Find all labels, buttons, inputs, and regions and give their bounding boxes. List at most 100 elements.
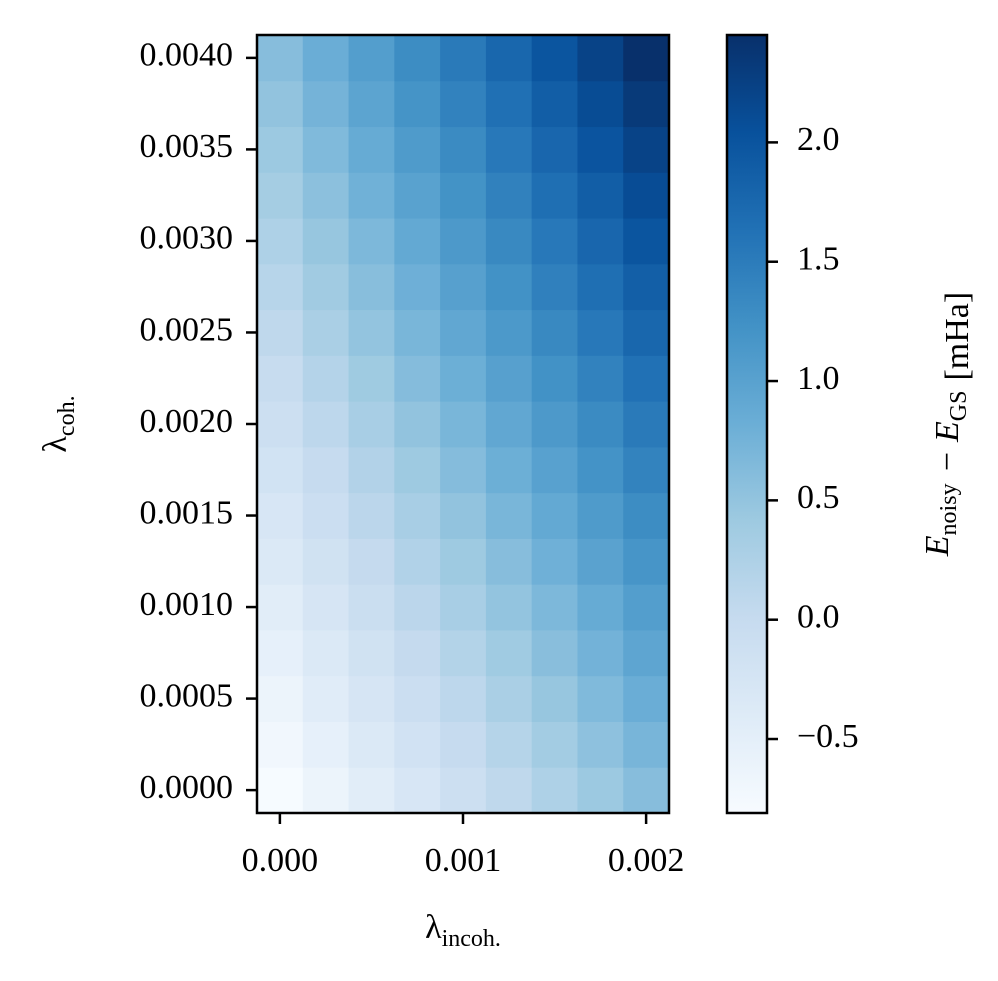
heatmap-cell: [440, 218, 487, 265]
heatmap-cell: [623, 35, 670, 82]
heatmap-cell: [577, 675, 624, 722]
heatmap-cell: [577, 309, 624, 356]
heatmap-cell: [302, 126, 350, 173]
heatmap-cell: [440, 172, 487, 219]
y-tick-label: 0.0030: [140, 220, 234, 257]
heatmap-cell: [623, 218, 670, 265]
heatmap-cell: [485, 126, 533, 173]
heatmap-cell: [348, 401, 395, 448]
heatmap-cell: [302, 172, 350, 219]
heatmap-cell: [440, 80, 487, 128]
colorbar: [727, 35, 767, 813]
heatmap-cell: [302, 675, 350, 722]
x-tick-label: 0.002: [608, 842, 685, 879]
colorbar-label-part: − E: [929, 421, 966, 473]
heatmap-cell: [348, 309, 395, 356]
heatmap-cell: [348, 675, 395, 722]
heatmap-cell: [348, 126, 395, 173]
heatmap-cell: [394, 263, 441, 311]
heatmap-cell: [577, 126, 624, 173]
heatmap-cell: [257, 35, 304, 82]
heatmap-cell: [531, 172, 578, 219]
heatmap-cell: [577, 446, 624, 494]
colorbar-tick-label: 2.0: [797, 121, 840, 158]
heatmap-cell: [440, 721, 487, 768]
colorbar-label-sub: noisy: [936, 483, 962, 535]
colorbar-label-sub: GS: [946, 391, 972, 422]
heatmap-cell: [394, 309, 441, 356]
heatmap-cell: [485, 172, 533, 219]
y-tick-label: 0.0035: [140, 128, 234, 165]
heatmap-cell: [623, 675, 670, 722]
x-axis-label: λincoh.: [425, 909, 501, 952]
heatmap-cell: [531, 629, 578, 677]
y-tick-label: 0.0015: [140, 494, 234, 531]
y-label-main: λ: [37, 436, 74, 453]
heatmap-cell: [348, 355, 395, 402]
heatmap-cell: [623, 263, 670, 311]
heatmap-cell: [302, 629, 350, 677]
y-tick-label: 0.0020: [140, 403, 234, 440]
heatmap-cell: [302, 263, 350, 311]
heatmap-cell: [577, 538, 624, 585]
heatmap-cell: [257, 309, 304, 356]
heatmap-cell: [440, 126, 487, 173]
heatmap-cell: [348, 446, 395, 494]
heatmap-cell: [577, 35, 624, 82]
heatmap-cell: [485, 584, 533, 631]
heatmap-cell: [531, 355, 578, 402]
heatmap-cell: [348, 629, 395, 677]
colorbar-tick-label: 1.5: [797, 241, 840, 278]
heatmap-cell: [485, 492, 533, 539]
heatmap-cell: [302, 721, 350, 768]
heatmap-cell: [440, 309, 487, 356]
heatmap-cell: [485, 675, 533, 722]
heatmap-cell: [531, 675, 578, 722]
heatmap-cell: [348, 80, 395, 128]
heatmap-cell: [348, 721, 395, 768]
heatmap-cell: [623, 492, 670, 539]
heatmap-cell: [394, 35, 441, 82]
y-label-sub: coh.: [54, 395, 80, 436]
heatmap-cell: [485, 446, 533, 494]
heatmap-cell: [302, 492, 350, 539]
heatmap-cell: [302, 446, 350, 494]
heatmap-cell: [440, 492, 487, 539]
heatmap-cell: [531, 584, 578, 631]
heatmap-cell: [302, 538, 350, 585]
heatmap-cell: [531, 35, 578, 82]
heatmap-cell: [577, 263, 624, 311]
heatmap-cell: [440, 263, 487, 311]
heatmap-cell: [623, 80, 670, 128]
colorbar-tick-label: 0.0: [797, 598, 840, 635]
heatmap-cell: [577, 401, 624, 448]
heatmap-cell: [531, 126, 578, 173]
heatmap-cell: [348, 767, 395, 814]
heatmap-cell: [531, 218, 578, 265]
heatmap-cell: [394, 492, 441, 539]
heatmap-cell: [394, 538, 441, 585]
heatmap-cell: [257, 401, 304, 448]
x-label-main: λ: [425, 909, 442, 946]
heatmap-cell: [485, 401, 533, 448]
colorbar-tick-label: −0.5: [797, 718, 859, 755]
heatmap-cell: [257, 263, 304, 311]
heatmap-cell: [257, 721, 304, 768]
heatmap-cell: [348, 35, 395, 82]
heatmap-cell: [623, 721, 670, 768]
heatmap-cell: [394, 584, 441, 631]
heatmap-cell: [531, 446, 578, 494]
heatmap-cell: [623, 401, 670, 448]
heatmap-cell: [485, 629, 533, 677]
heatmap-cell: [577, 492, 624, 539]
colorbar-label-part: E: [919, 535, 956, 557]
heatmap-cell: [531, 538, 578, 585]
heatmap-cell: [485, 263, 533, 311]
heatmap-cell: [623, 538, 670, 585]
heatmap-cell: [577, 172, 624, 219]
heatmap-cell: [440, 355, 487, 402]
heatmap-cell: [623, 309, 670, 356]
heatmap-cell: [348, 538, 395, 585]
heatmap-cell: [302, 35, 350, 82]
